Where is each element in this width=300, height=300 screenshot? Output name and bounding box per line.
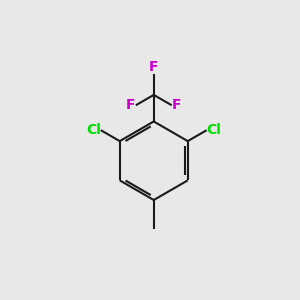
- Text: F: F: [172, 98, 182, 112]
- Text: F: F: [126, 98, 136, 112]
- Text: F: F: [149, 60, 158, 74]
- Text: Cl: Cl: [207, 123, 222, 137]
- Text: Cl: Cl: [86, 123, 101, 137]
